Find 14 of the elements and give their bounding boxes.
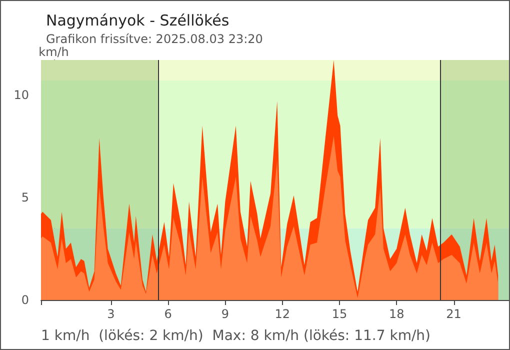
y-tick-label: 0 xyxy=(21,293,29,307)
y-tick-label: 10 xyxy=(14,88,29,102)
x-tick-label: 12 xyxy=(274,307,290,321)
chart-title: Nagymányok - Széllökés xyxy=(46,12,230,30)
x-tick-label: 9 xyxy=(221,307,230,321)
x-tick-label: 15 xyxy=(332,307,348,321)
text: 1 km/h (lökés: 2 km/h) Max: 8 km/h (lökés: 11.7 km/h) xyxy=(41,328,431,344)
x-tick-label: 6 xyxy=(164,307,172,321)
x-tick-label: 3 xyxy=(107,307,115,321)
x-tick-label: 21 xyxy=(446,307,462,321)
y-tick-label: 5 xyxy=(21,190,29,204)
y-axis-title: km/h xyxy=(38,45,69,59)
x-tick-label: 18 xyxy=(388,307,404,321)
chart-subtitle: Grafikon frissítve: 2025.08.03 23:20 xyxy=(46,32,263,46)
